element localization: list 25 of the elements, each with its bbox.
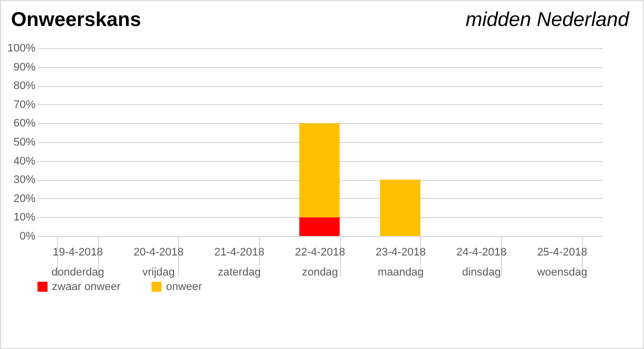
y-tick-label: 0% [20,230,36,242]
x-tick-label: 24-4-2018 dinsdag [456,246,507,278]
y-tick-label: 10% [13,212,36,224]
y-tick-label: 60% [13,118,36,130]
x-tick-label: 19-4-2018 donderdag [52,246,104,278]
y-tick-label: 30% [13,174,36,186]
x-tick-label: 22-4-2018 zondag [294,246,346,278]
y-tick-label: 20% [13,192,36,205]
x-tick-label: 25-4-2018 woensdag [536,246,588,278]
legend-label: zwaar onweer [52,280,121,293]
x-tick-label: 23-4-2018 maandag [376,246,426,278]
y-tick-label: 50% [13,136,36,148]
x-tick-label: 21-4-2018 zaterdag [214,246,264,278]
y-tick-label: 90% [13,61,36,74]
x-tick-label: 20-4-2018 vrijdag [133,246,184,278]
y-tick-label: 80% [13,80,36,92]
chart-title: Onweerskans [11,9,142,33]
bar [380,180,420,236]
bar [299,217,340,236]
y-tick-label: 70% [13,98,36,111]
y-tick-label: 100% [7,42,36,54]
chart-subtitle: midden Nederland [466,9,629,33]
y-tick-label: 40% [13,155,36,168]
bar [299,123,340,218]
legend-label: onweer [166,280,202,293]
